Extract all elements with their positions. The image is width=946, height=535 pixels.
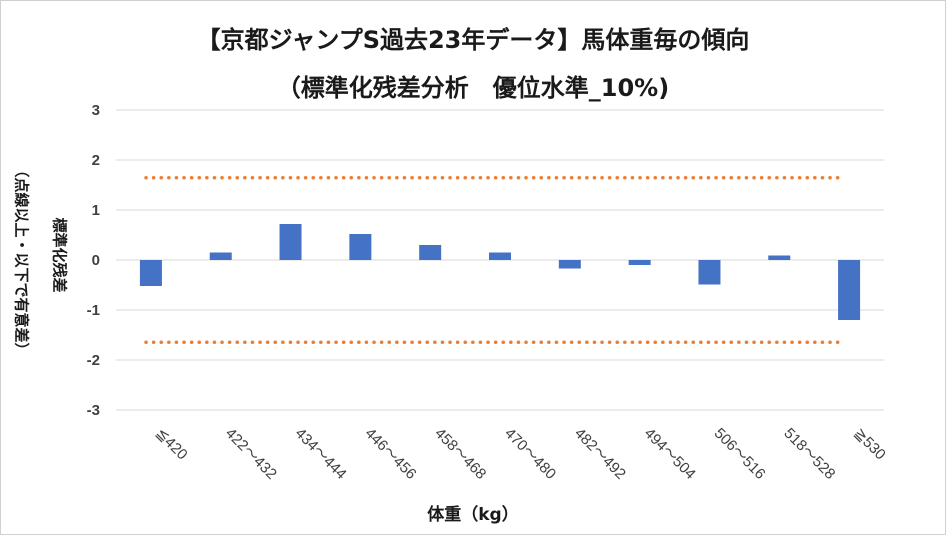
x-axis-label: 体重（kg）: [427, 505, 519, 525]
x-tick-label: 458～468: [431, 425, 489, 483]
y-tick-label: 1: [92, 202, 100, 219]
y-tick-label: 3: [92, 102, 100, 119]
x-tick-label: 506～516: [711, 425, 769, 483]
bar: [698, 260, 721, 285]
bar: [349, 234, 372, 260]
x-tick-label: 518～528: [780, 425, 838, 483]
bar: [209, 252, 232, 260]
x-tick-label: 482～492: [571, 425, 629, 483]
y-tick-label: -1: [87, 302, 100, 319]
x-tick-label: ≧530: [850, 425, 889, 464]
bar: [838, 260, 861, 320]
bar: [419, 245, 442, 260]
y-tick-label: -2: [87, 352, 100, 369]
x-tick-label: 446～456: [362, 425, 420, 483]
bars: [139, 224, 861, 320]
y-axis-label: 標準化残差: [50, 217, 69, 293]
y-axis-ticks: 3 2 1 0 -1 -2 -3: [87, 102, 100, 419]
x-tick-label: 434～444: [292, 425, 350, 483]
x-tick-label: 494～504: [641, 425, 699, 483]
chart-subtitle: （標準化残差分析 優位水準_10%): [276, 74, 670, 102]
x-tick-label: 422～432: [222, 425, 280, 483]
threshold-lines: [144, 176, 846, 344]
x-tick-label: 470～480: [501, 425, 559, 483]
y-tick-label: 0: [92, 252, 100, 269]
bar: [558, 260, 581, 269]
y-axis-note: （点線以上・以下で有意差）: [12, 162, 31, 358]
y-tick-label: -3: [87, 402, 100, 419]
bar: [279, 224, 302, 260]
bar: [139, 260, 162, 286]
chart-title: 【京都ジャンプS過去23年データ】馬体重毎の傾向: [196, 26, 750, 54]
bar: [489, 252, 511, 260]
y-tick-label: 2: [92, 152, 100, 169]
bar: [628, 260, 651, 265]
x-axis-categories: ≦420 422～432 434～444 446～456 458～468 470～480 4…: [152, 425, 889, 483]
bar: [768, 255, 791, 260]
x-tick-label: ≦420: [152, 425, 191, 464]
